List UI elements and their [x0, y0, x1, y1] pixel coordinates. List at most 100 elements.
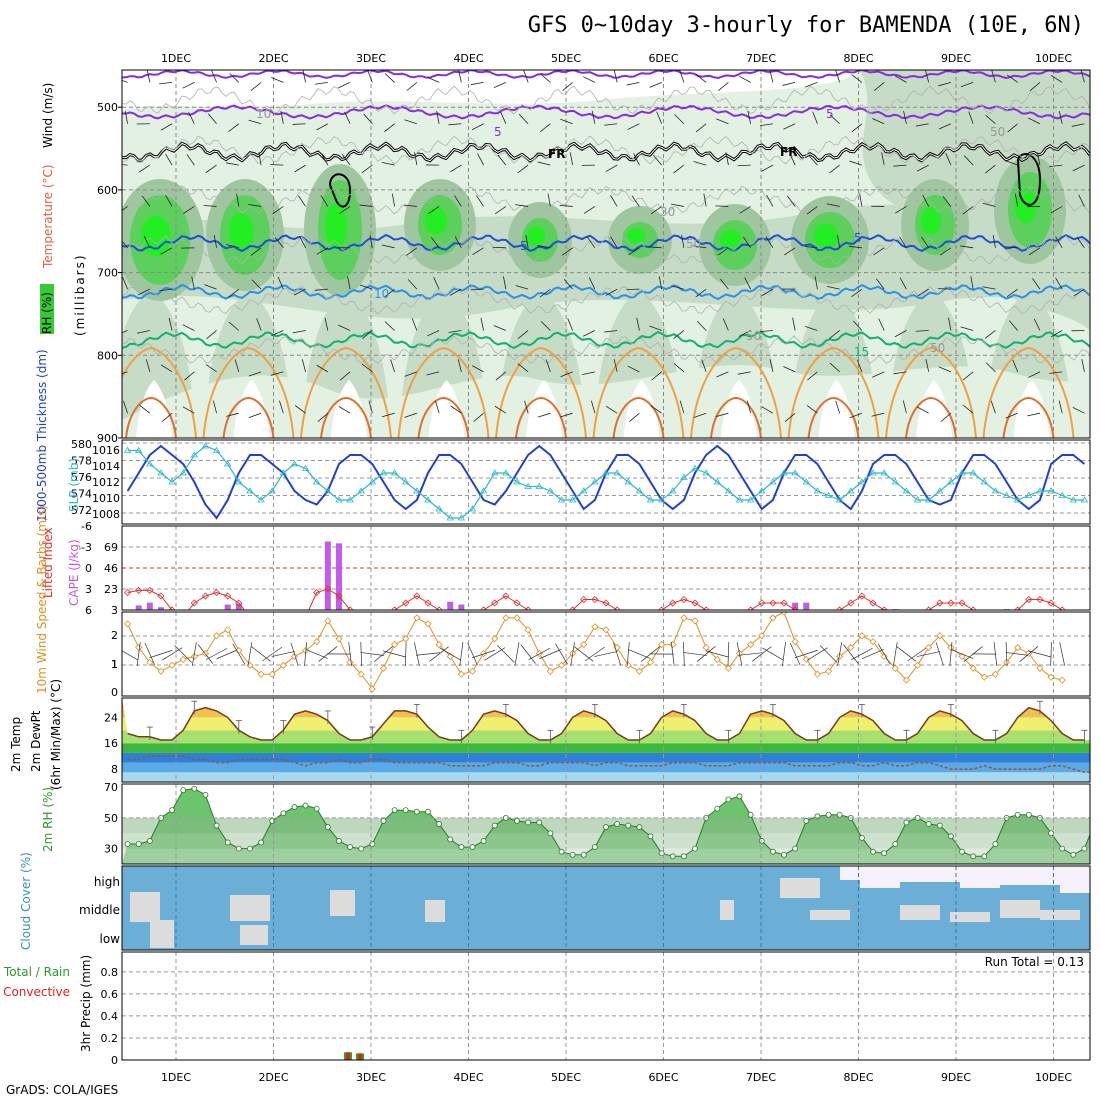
wind-barb	[473, 412, 484, 422]
wind-barb	[648, 246, 662, 249]
wind-barb	[1005, 412, 1018, 419]
wind-barb	[159, 288, 173, 292]
wind-barb	[960, 326, 974, 331]
wind-barb-10m	[414, 642, 420, 666]
wind-speed-point	[836, 652, 844, 661]
wind-barb	[962, 206, 974, 215]
precip-tick-0.6: 0.6	[101, 988, 119, 1001]
dry-hill	[331, 380, 367, 438]
wind-barb	[497, 154, 507, 166]
thickness-series	[123, 442, 1089, 521]
wind-barb	[321, 153, 329, 166]
wind-barb-10m	[290, 642, 299, 666]
slp-point	[1047, 487, 1055, 494]
li-point	[123, 588, 132, 597]
cloud-level-middle: middle	[79, 903, 120, 917]
rh-point	[146, 838, 153, 844]
temp-tick-16: 16	[104, 737, 118, 750]
wind-barb-10m	[574, 646, 594, 662]
day-label-top-3DEC: 3DEC	[356, 52, 386, 65]
rh-point	[347, 844, 353, 850]
run-total: Run Total = 0.13	[985, 955, 1084, 969]
precip-tick-0.8: 0.8	[101, 966, 119, 979]
rh-tick-50: 50	[104, 812, 118, 825]
wind-barb	[495, 371, 507, 381]
wind-barb	[856, 359, 863, 372]
wind-barb	[228, 321, 240, 331]
wind-barb	[812, 111, 818, 124]
wind-barb	[480, 317, 485, 331]
li-point	[502, 592, 510, 600]
wind-barb	[414, 152, 418, 166]
slp-point	[123, 446, 132, 453]
wind-barb	[1005, 160, 1018, 166]
rh-point	[680, 853, 687, 860]
contour-label-fr-b: FR	[780, 145, 797, 159]
wind-speed-point	[858, 632, 866, 640]
li-point	[969, 606, 977, 610]
wind-barb	[942, 195, 952, 207]
wind-barb	[899, 277, 907, 290]
precip-convective-bar	[358, 1053, 362, 1060]
day-label-top-4DEC: 4DEC	[453, 52, 483, 65]
wind-barb	[990, 400, 996, 414]
wind-speed-point	[346, 658, 354, 666]
rh-point	[903, 819, 910, 826]
wind-speed-point	[780, 612, 788, 616]
slp-point	[279, 469, 288, 476]
li-point	[157, 592, 165, 600]
wind-barb	[517, 363, 529, 373]
wind-barb	[250, 247, 262, 256]
rh-blob-core	[527, 226, 545, 246]
wind-barb	[212, 400, 217, 414]
li-point	[391, 606, 399, 610]
slp-point	[557, 496, 566, 503]
wind-barb	[917, 288, 929, 297]
cloud-gap	[150, 920, 174, 948]
wind-barb	[1058, 111, 1063, 124]
slp-point	[346, 496, 354, 503]
wind-barb	[894, 330, 907, 338]
wind-barb	[925, 70, 930, 83]
wind-speed-point	[869, 638, 877, 646]
wind-barb	[226, 244, 239, 249]
slp-tick-1012: 1012	[92, 476, 120, 489]
wind-barb-10m	[382, 650, 407, 658]
wind-speed-point	[880, 652, 888, 661]
wind-barb	[744, 277, 751, 290]
wind-barb-10m	[144, 642, 156, 666]
li-point	[491, 599, 499, 607]
wind-barb	[848, 245, 862, 249]
wind-barb	[213, 234, 217, 248]
dry-hill	[818, 380, 855, 438]
li-point	[235, 599, 243, 607]
wind-speed-point	[391, 641, 399, 649]
wind-barb	[587, 236, 596, 249]
wind-barb	[899, 236, 907, 249]
wind-barb	[814, 276, 818, 290]
wind-barb	[590, 400, 596, 414]
wind-barb	[381, 161, 395, 166]
ylabel-wind-speed: 10m Wind Speed & Barbs (m/s)	[35, 505, 49, 694]
temp-contour-25	[125, 396, 177, 438]
dry-region-top	[122, 70, 860, 110]
wind-speed-point	[925, 643, 933, 652]
slp-point	[991, 487, 1000, 494]
wind-speed-point	[535, 649, 543, 658]
wind-barb	[835, 70, 841, 83]
thickness-slp-panel: 580 578 576 574 572 1016 1014 1012 1010 1008 1000…	[35, 349, 1091, 525]
wind-barb	[1014, 193, 1019, 207]
wind-barb	[139, 404, 151, 414]
wind-barb	[204, 284, 217, 290]
wind-barb	[294, 164, 306, 173]
wind-barb	[258, 152, 262, 166]
wind-barb-10m	[149, 649, 173, 659]
li-tick-0: 0	[85, 562, 92, 575]
wind-barb	[560, 412, 573, 418]
rh-point	[258, 839, 264, 846]
wind-barb	[404, 371, 417, 377]
rh-point	[1093, 818, 1098, 823]
wind-speed-point	[123, 620, 132, 628]
day-label-bottom-9DEC: 9DEC	[941, 1071, 971, 1084]
rh-point	[591, 844, 598, 850]
